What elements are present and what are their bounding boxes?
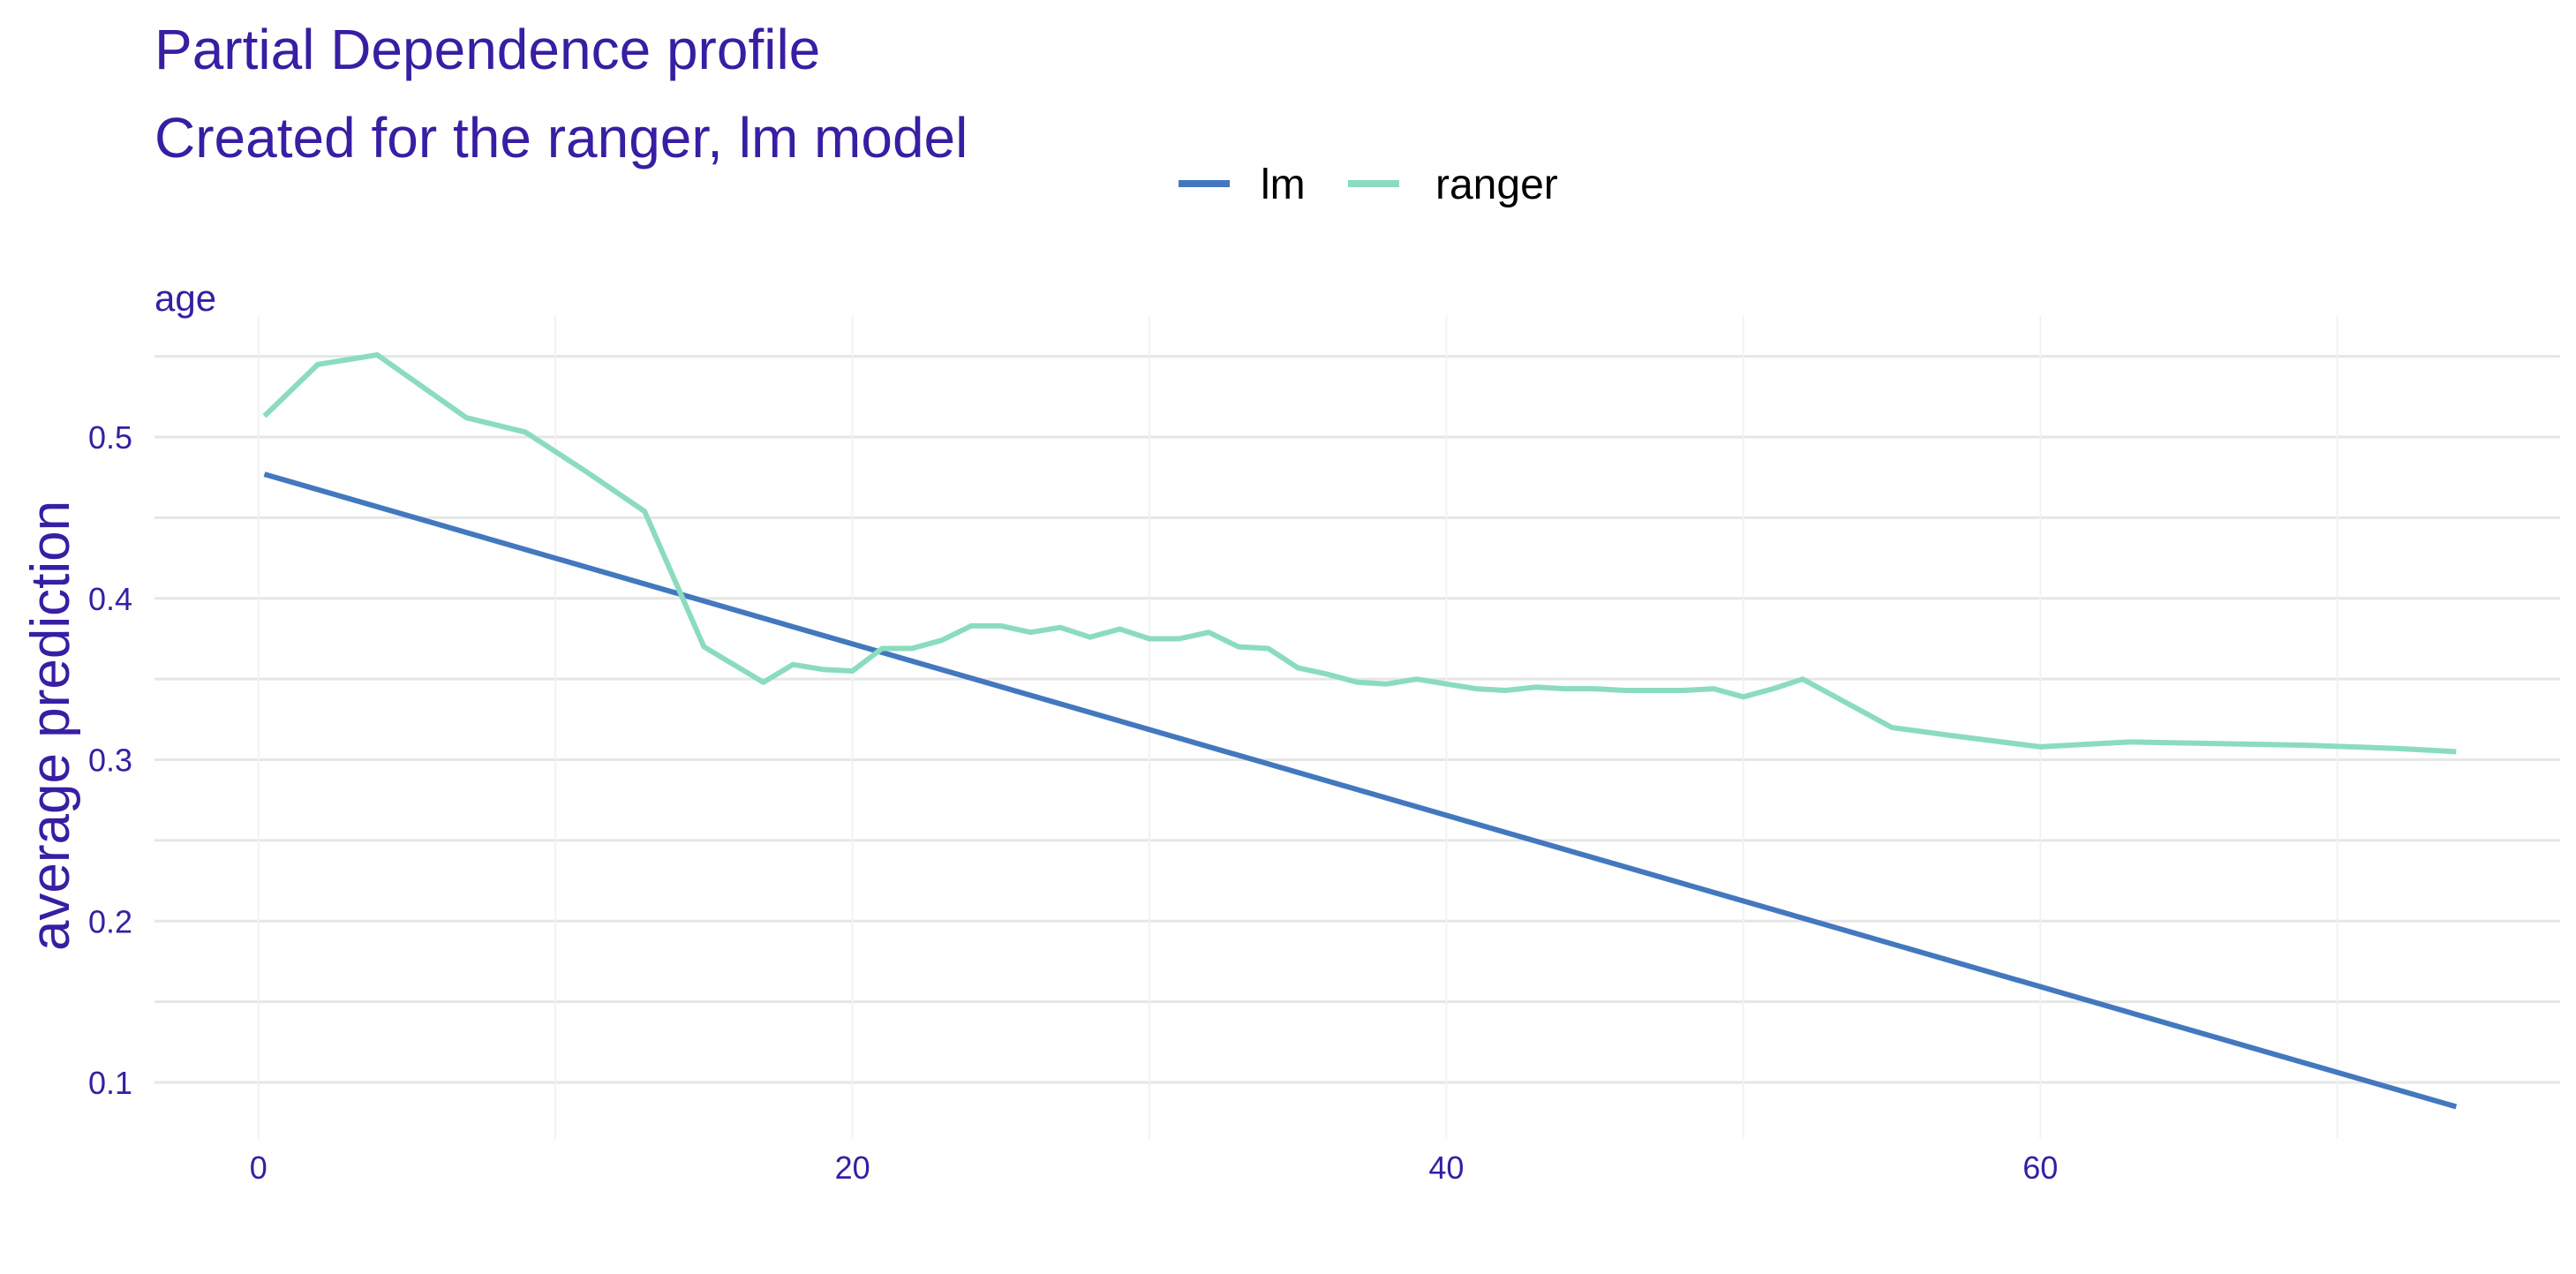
legend-label-ranger: ranger xyxy=(1435,162,1558,208)
y-tick-label: 0.1 xyxy=(88,1065,132,1101)
y-tick-label: 0.3 xyxy=(88,743,132,779)
facet-strip-label: age xyxy=(154,277,216,319)
x-tick-label: 60 xyxy=(2022,1150,2058,1186)
series-line-ranger xyxy=(262,351,2457,755)
y-axis-label: average prediction xyxy=(20,501,81,951)
x-tick-label: 20 xyxy=(835,1150,870,1186)
chart-title: Partial Dependence profile xyxy=(154,18,820,81)
series-lines xyxy=(262,351,2458,1110)
axes: 0.1 0.2 0.3 0.4 0.5 0 20 40 60 xyxy=(88,419,2058,1186)
grid xyxy=(154,316,2560,1139)
y-tick-label: 0.2 xyxy=(88,903,132,939)
series-line-lm xyxy=(263,471,2458,1110)
chart-subtitle: Created for the ranger, lm model xyxy=(154,106,968,170)
y-tick-label: 0.4 xyxy=(88,581,132,617)
legend-label-lm: lm xyxy=(1261,162,1306,208)
y-tick-label: 0.5 xyxy=(88,419,132,456)
x-tick-label: 40 xyxy=(1428,1150,1464,1186)
x-tick-label: 0 xyxy=(250,1150,267,1186)
legend: lm ranger xyxy=(1179,162,1558,208)
